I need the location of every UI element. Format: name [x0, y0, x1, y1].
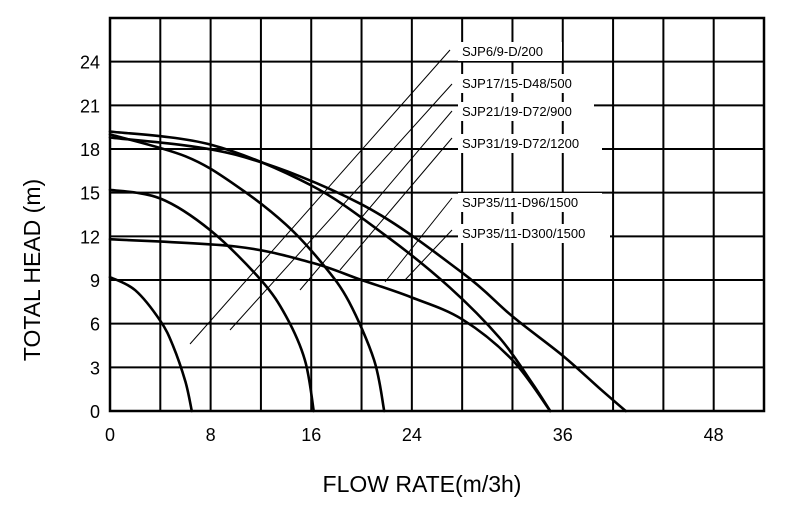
legend-label-bg	[458, 224, 610, 243]
legend-label-bg	[458, 193, 602, 212]
x-tick-label: 36	[553, 425, 573, 445]
x-tick-label: 16	[301, 425, 321, 445]
x-tick-label: 48	[704, 425, 724, 445]
y-tick-label: 21	[80, 96, 100, 116]
legend-label-bg	[458, 102, 594, 121]
series-curve-2	[108, 188, 315, 413]
y-tick-label: 18	[80, 140, 100, 160]
series-curve-4	[108, 130, 552, 413]
legend: SJP6/9-D/200 SJP17/15-D48/500 SJP21/19-D72…	[458, 42, 610, 243]
legend-leader-line	[404, 229, 453, 281]
plot-frame	[108, 16, 766, 413]
x-tick-label: 8	[206, 425, 216, 445]
legend-leader-line	[299, 110, 453, 291]
x-tick-label: 24	[402, 425, 422, 445]
series-curve-5	[108, 237, 552, 413]
y-tick-label: 15	[80, 184, 100, 204]
legend-label: SJP35/11-D96/1500	[462, 195, 578, 210]
y-axis-title: TOTAL HEAD (m)	[19, 179, 45, 361]
y-tick-label: 0	[90, 402, 100, 422]
legend-label-bg	[458, 74, 594, 93]
series-curve-6	[108, 136, 627, 413]
series-curve-3	[108, 133, 386, 413]
legend-label: SJP6/9-D/200	[462, 44, 543, 59]
y-tick-label: 12	[80, 227, 100, 247]
legend-label: SJP17/15-D48/500	[462, 76, 572, 91]
legend-label: SJP31/19-D72/1200	[462, 136, 579, 151]
x-tick-label: 0	[105, 425, 115, 445]
grid	[108, 16, 766, 413]
y-tick-label: 24	[80, 53, 100, 73]
series-curves	[108, 130, 627, 413]
legend-leader-line	[339, 137, 453, 271]
x-axis-title: FLOW RATE(m/3h)	[323, 471, 522, 497]
legend-label: SJP21/19-D72/900	[462, 104, 572, 119]
y-tick-label: 6	[90, 315, 100, 335]
legend-label-bg	[458, 134, 602, 153]
y-tick-label: 9	[90, 271, 100, 291]
legend-label: SJP35/11-D300/1500	[462, 226, 585, 241]
series-curve-1	[108, 275, 194, 413]
legend-label-bg	[458, 42, 562, 61]
y-tick-label: 3	[90, 358, 100, 378]
legend-leader-line	[189, 49, 451, 345]
